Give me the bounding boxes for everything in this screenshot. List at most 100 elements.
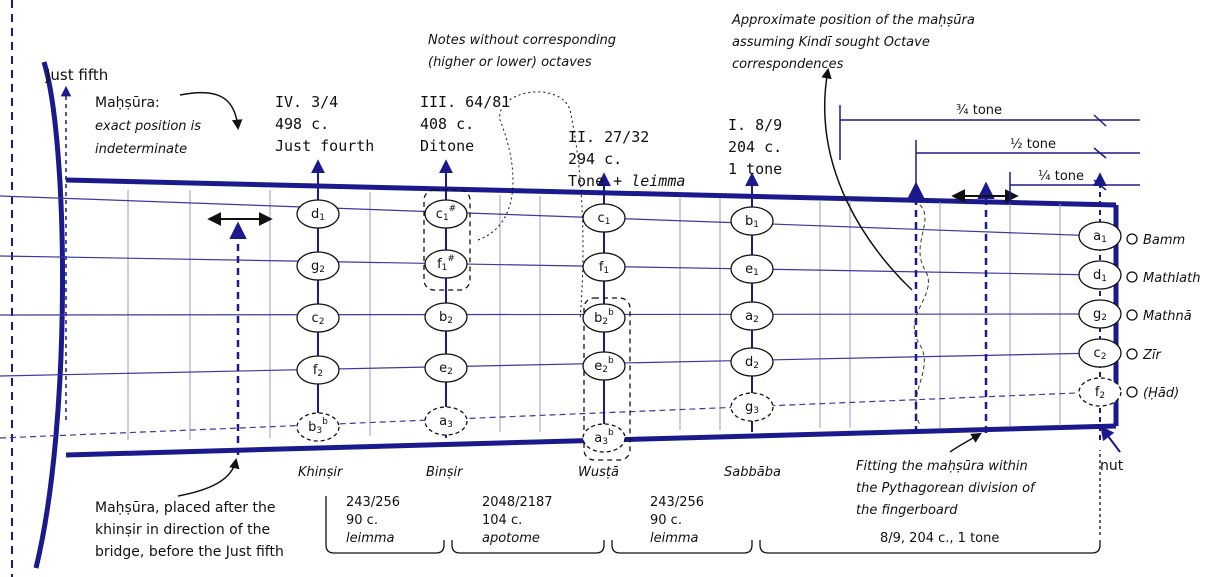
- after-khinsir-l3: bridge, before the Just fifth: [95, 544, 284, 560]
- int1-name: leimma: [346, 531, 395, 546]
- interval-labels: 243/256 90 c. leimma 2048/2187 104 c. ap…: [346, 495, 999, 546]
- svg-text:e2b: e2b: [594, 356, 614, 375]
- string-label-mathna: Mathnā: [1143, 309, 1192, 324]
- string-zir: [0, 352, 1101, 377]
- note-khinsir-1: d1: [296, 199, 340, 229]
- svg-text:c1#: c1#: [436, 204, 456, 223]
- note-sabbaba-3: a2: [730, 301, 774, 331]
- finger-sabbaba: Sabbāba: [724, 465, 781, 480]
- svg-text:f2: f2: [1095, 385, 1105, 402]
- int1-cents: 90 c.: [346, 513, 378, 528]
- note-sabbaba-4: d2: [730, 347, 774, 377]
- svg-text:b1: b1: [745, 214, 759, 231]
- mahsura-exact-l3: indeterminate: [95, 142, 187, 157]
- fitting-l1: Fitting the maḥṣūra within: [856, 459, 1028, 474]
- note-binsir-5: a3: [424, 406, 468, 436]
- note-nut-2: d1: [1078, 260, 1122, 290]
- note-nut-3: g2: [1078, 299, 1122, 329]
- fret-ii-name: Tone + leimma: [568, 172, 685, 190]
- string-label-zir: Zīr: [1142, 348, 1163, 363]
- tone-14-label: ¼ tone: [1038, 169, 1084, 184]
- fitting-l3: the fingerboard: [856, 503, 958, 518]
- note-wusta-2: f1: [582, 252, 626, 282]
- int2-name: apotome: [482, 531, 540, 546]
- fret-ii-ratio: II. 27/32: [568, 128, 649, 146]
- tone-brackets: [839, 105, 1140, 200]
- notes-wo-l1: Notes without corresponding: [428, 33, 616, 48]
- int1-ratio: 243/256: [346, 495, 400, 510]
- svg-text:f1: f1: [599, 260, 609, 277]
- mahsura-exact-arrow: [179, 91, 243, 131]
- fret-ii-cents: 294 c.: [568, 150, 622, 168]
- fret-iv-name: Just fourth: [275, 137, 374, 155]
- finger-khinsir: Khinṣir: [298, 465, 344, 480]
- svg-text:c1: c1: [598, 211, 611, 228]
- note-nut-4: c2: [1078, 338, 1122, 368]
- note-ellipses: d1 g2 c2 f2 b3b c1# f1# b2 e2 a3 c1 f1 b2b e2b a3b b1 e1…: [296, 199, 1122, 453]
- finger-wusta: Wusṭā: [578, 465, 619, 480]
- nut-label: nut: [1100, 458, 1124, 474]
- note-binsir-3: b2: [424, 302, 468, 332]
- notes-wo-dotted: [477, 91, 584, 321]
- strings: [0, 195, 1101, 439]
- note-khinsir-2: g2: [296, 251, 340, 281]
- svg-text:b3b: b3b: [308, 417, 328, 436]
- int2-ratio: 2048/2187: [482, 495, 553, 510]
- svg-text:g3: g3: [745, 400, 759, 417]
- note-nut-5: f2: [1078, 377, 1122, 407]
- fret-iv-ratio: IV. 3/4: [275, 93, 338, 111]
- string-mathna: [0, 313, 1101, 316]
- note-wusta-4: e2b: [582, 351, 626, 381]
- note-khinsir-4: f2: [296, 355, 340, 385]
- svg-text:d2: d2: [745, 355, 759, 372]
- svg-text:c2: c2: [1094, 346, 1107, 363]
- svg-text:e2: e2: [439, 361, 453, 378]
- fitting-l2: the Pythagorean division of: [856, 481, 1037, 496]
- nut-arrow: [1100, 425, 1121, 453]
- mahsura-exact-l2: exact position is: [95, 119, 201, 134]
- svg-text:g2: g2: [1093, 307, 1107, 324]
- note-sabbaba-5: g3: [730, 392, 774, 422]
- note-nut-1: a1: [1078, 221, 1122, 251]
- string-bamm: [0, 195, 1101, 237]
- svg-text:a2: a2: [745, 309, 759, 326]
- note-binsir-4: e2: [424, 353, 468, 383]
- svg-text:a1: a1: [1093, 229, 1107, 246]
- svg-text:f2: f2: [313, 363, 323, 380]
- interval-brackets: [325, 450, 1101, 554]
- int3-cents: 90 c.: [650, 513, 682, 528]
- fret-iii-cents: 408 c.: [420, 115, 474, 133]
- svg-text:d1: d1: [1093, 268, 1107, 285]
- string-mathlath: [0, 255, 1101, 276]
- approx-l3: correspondences: [732, 57, 844, 72]
- note-sabbaba-1: b1: [730, 206, 774, 236]
- box-binsir-sharps: [423, 189, 471, 291]
- note-wusta-5: a3b: [582, 423, 626, 453]
- svg-text:a3b: a3b: [594, 428, 614, 447]
- svg-text:f1#: f1#: [437, 254, 455, 273]
- fret-headers: IV. 3/4 498 c. Just fourth III. 64/81 40…: [275, 93, 782, 190]
- string-label-mathlath: Mathlath: [1143, 271, 1200, 286]
- fret-iv-cents: 498 c.: [275, 115, 329, 133]
- fret-i-name: 1 tone: [728, 160, 782, 178]
- tone-34-label: ¾ tone: [956, 103, 1002, 118]
- approx-arrow: [821, 67, 913, 291]
- svg-text:g2: g2: [311, 259, 325, 276]
- string-label-bamm: Bamm: [1143, 233, 1185, 248]
- svg-text:a3: a3: [439, 414, 453, 431]
- note-khinsir-5: b3b: [296, 412, 340, 442]
- int2-cents: 104 c.: [482, 513, 522, 528]
- mahsura-exact-l1: Maḥṣūra:: [95, 95, 160, 111]
- finger-labels: Khinṣir Binṣir Wusṭā Sabbāba: [298, 465, 781, 480]
- tone-12-label: ½ tone: [1010, 137, 1056, 152]
- after-khinsir-arrow: [177, 457, 240, 497]
- just-fifth-label: Just fifth: [45, 66, 108, 84]
- string-had: [0, 391, 1101, 439]
- svg-text:e1: e1: [745, 262, 759, 279]
- approx-wavy-line: [913, 204, 929, 426]
- fret-iii-name: Ditone: [420, 137, 474, 155]
- fret-i-cents: 204 c.: [728, 138, 782, 156]
- svg-text:d1: d1: [311, 207, 325, 224]
- int3-name: leimma: [650, 531, 699, 546]
